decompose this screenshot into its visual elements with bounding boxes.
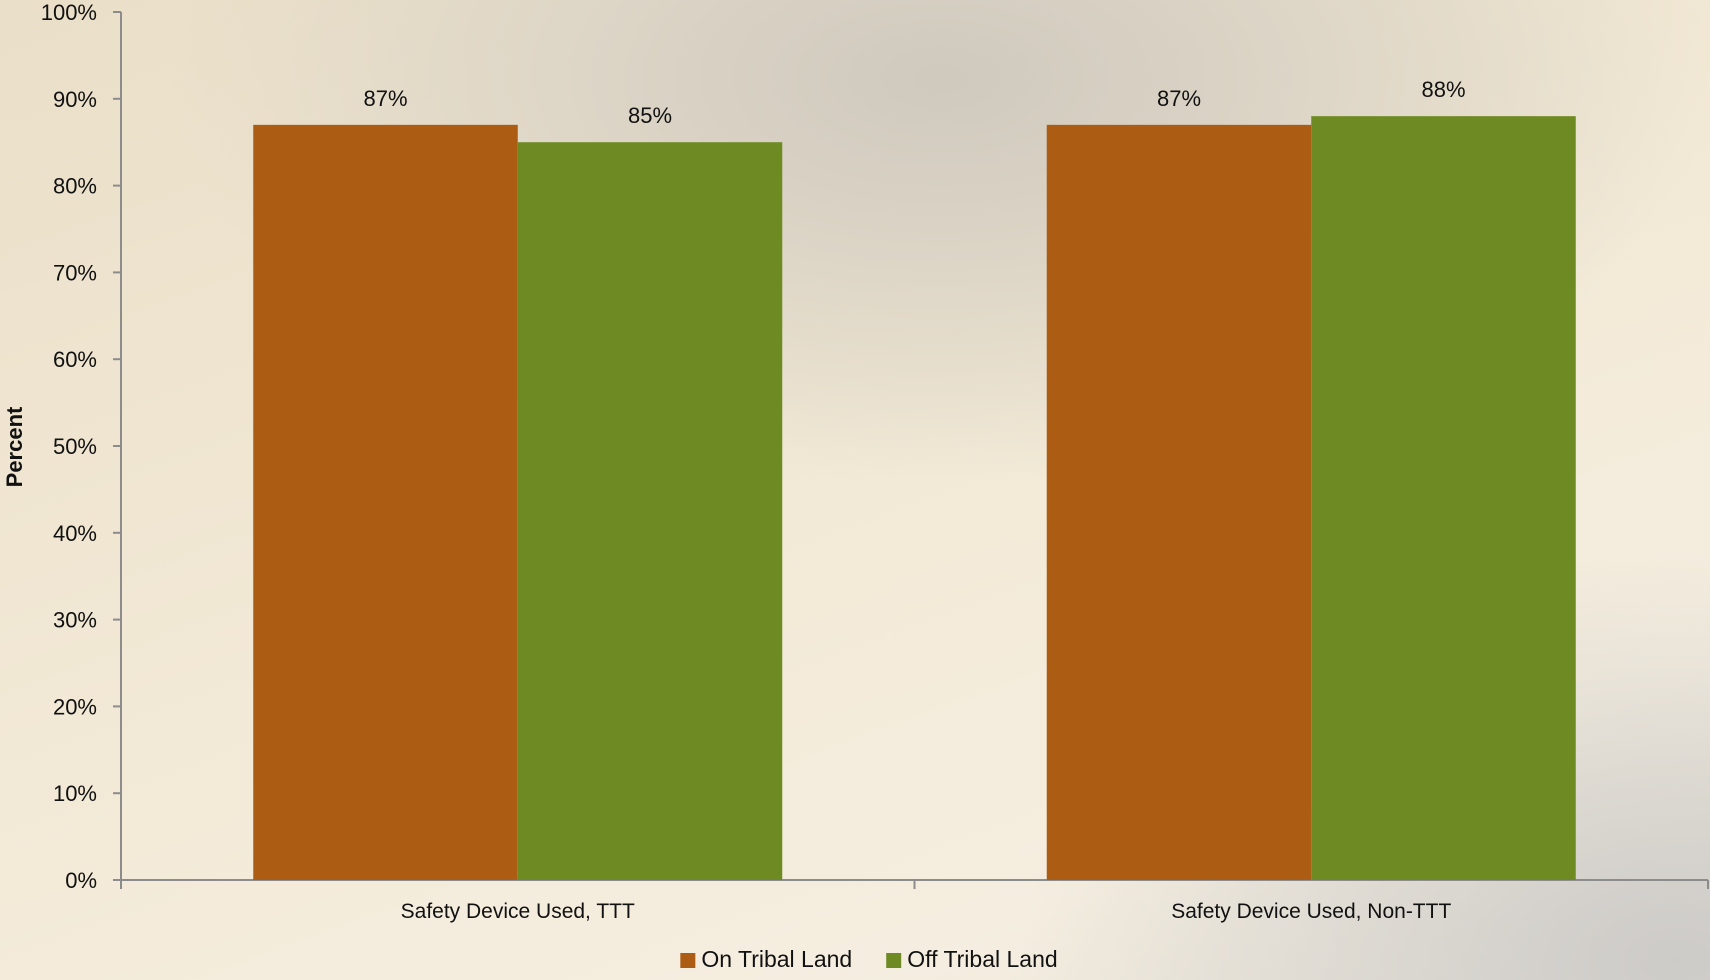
y-tick-label: 50% xyxy=(53,434,97,459)
y-tick-label: 70% xyxy=(53,260,97,285)
y-tick-label: 0% xyxy=(65,868,97,893)
legend-swatch xyxy=(680,953,696,968)
data-label: 87% xyxy=(1157,86,1201,111)
data-label: 87% xyxy=(363,86,407,111)
y-tick-label: 30% xyxy=(53,608,97,633)
legend-label: On Tribal Land xyxy=(701,946,852,972)
legend-swatch xyxy=(886,953,902,968)
y-tick-label: 60% xyxy=(53,347,97,372)
y-tick-label: 90% xyxy=(53,87,97,112)
x-axis xyxy=(120,879,1709,889)
category-label: Safety Device Used, Non-TTT xyxy=(1171,900,1451,923)
legend-item: Off Tribal Land xyxy=(886,946,1058,972)
category-label: Safety Device Used, TTT xyxy=(401,900,635,923)
legend-item: On Tribal Land xyxy=(680,946,852,972)
bar-on-tribal-land-1 xyxy=(253,124,518,881)
bars xyxy=(253,116,1576,881)
data-labels: 87% 85% 87% 88% xyxy=(363,77,1465,128)
y-tick-label: 80% xyxy=(53,174,97,199)
legend: On Tribal Land Off Tribal Land xyxy=(680,946,1058,972)
legend-label: Off Tribal Land xyxy=(907,946,1057,972)
y-tick-label: 40% xyxy=(53,521,97,546)
y-tick-label: 100% xyxy=(41,0,97,25)
category-labels: Safety Device Used, TTT Safety Device Use… xyxy=(401,900,1452,923)
data-label: 85% xyxy=(628,103,672,128)
y-tick-label: 20% xyxy=(53,694,97,719)
data-label: 88% xyxy=(1421,77,1465,102)
bar-off-tribal-land-2 xyxy=(1311,116,1576,880)
y-axis-title: Percent xyxy=(2,406,27,487)
y-tick-label: 10% xyxy=(53,781,97,806)
y-axis: 0% 10% 20% 30% 40% 50% 60% 70% 80% 90% 100% xyxy=(41,0,122,893)
bar-off-tribal-land-1 xyxy=(517,142,783,880)
bar-on-tribal-land-2 xyxy=(1046,124,1312,881)
